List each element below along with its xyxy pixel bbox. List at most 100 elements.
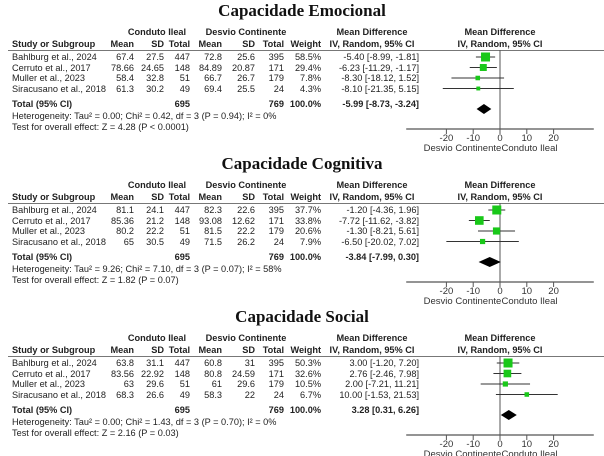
- x-tick-label: -20: [440, 286, 454, 297]
- mean-header: Mean: [198, 39, 223, 49]
- study-marker: [481, 52, 491, 62]
- x-tick-label: -10: [466, 133, 480, 144]
- total-weight: 100.0%: [289, 99, 321, 109]
- x-tick-label: 0: [497, 286, 502, 297]
- table-row: Cerruto et al., 2017 85.36 21.2 148 93.08 12.…: [0, 216, 420, 227]
- group1-header: Conduto Ileal: [127, 333, 187, 343]
- cell-m2: 61: [211, 379, 222, 389]
- x-tick-label: 10: [522, 439, 533, 450]
- cell-study: Bahlburg et al., 2024: [12, 205, 97, 215]
- cell-sd2: 29.6: [237, 379, 255, 389]
- table-row: Muller et al., 2023 58.4 32.8 51 66.7 26.7 179…: [0, 73, 420, 84]
- x-tick-label: 10: [522, 133, 533, 144]
- total-header: Total: [168, 192, 190, 202]
- cell-sd2: 12.62: [232, 215, 255, 226]
- header-rule: [8, 356, 604, 357]
- heterogeneity-text: Heterogeneity: Tau² = 0.00; Chi² = 0.42,…: [12, 111, 277, 121]
- table-row: Bahlburg et al., 2024 63.8 31.1 447 60.8 31 39…: [0, 358, 420, 369]
- md-header-method: IV, Random, 95% CI: [329, 39, 415, 49]
- table-row: Bahlburg et al., 2024 81.1 24.1 447 82.3 22.6…: [0, 205, 420, 216]
- cell-m2: 72.8: [204, 52, 222, 62]
- sd-header: SD: [242, 192, 255, 202]
- cell-sd1: 24.65: [141, 62, 164, 73]
- cell-weight: 10.5%: [294, 379, 321, 389]
- cell-sd2: 22: [244, 389, 255, 400]
- cell-sd2: 24.59: [232, 368, 255, 379]
- x-tick-label: 20: [548, 133, 559, 144]
- cell-n2: 395: [268, 358, 284, 368]
- plot-header-method: IV, Random, 95% CI: [457, 345, 543, 355]
- cell-sd1: 22.92: [141, 368, 164, 379]
- weight-header: Weight: [290, 192, 321, 202]
- total-ci: -3.84 [-7.99, 0.30]: [345, 252, 419, 262]
- cell-m1: 68.3: [116, 389, 134, 400]
- cell-n1: 49: [179, 389, 190, 400]
- study-marker: [474, 216, 484, 225]
- cell-n1: 148: [174, 368, 190, 379]
- cell-study: Cerruto et al., 2017: [12, 368, 91, 379]
- plot-header-title: Mean Difference: [464, 180, 536, 190]
- forest-section: Capacidade Emocional Conduto Ileal Desvio …: [0, 0, 604, 154]
- favours-left-label: Desvio Continente: [424, 449, 502, 456]
- x-tick-label: -20: [440, 439, 454, 450]
- cell-n2: 24: [273, 389, 284, 400]
- plot-header-title: Mean Difference: [464, 27, 536, 37]
- group2-header: Desvio Continente: [205, 333, 287, 343]
- x-tick-label: 20: [548, 439, 559, 450]
- cell-weight: 37.7%: [294, 205, 321, 215]
- forest-plot: -20 -10 0 10 20 Desvio Continente Conduto Ilea…: [406, 50, 594, 154]
- mean-header: Mean: [110, 192, 135, 202]
- total-header: Total: [262, 345, 284, 355]
- study-header: Study or Subgroup: [12, 39, 96, 49]
- favours-right-label: Conduto Ileal: [501, 449, 557, 456]
- cell-m1: 83.56: [111, 368, 134, 379]
- cell-m2: 82.3: [204, 205, 222, 215]
- md-header-method: IV, Random, 95% CI: [329, 345, 415, 355]
- cell-study: Siracusano et al., 2018: [12, 389, 106, 400]
- cell-n1: 49: [179, 236, 190, 247]
- pooled-diamond: [478, 257, 501, 267]
- cell-n2: 171: [268, 368, 284, 379]
- cell-ci: -1.20 [-4.36, 1.96]: [346, 205, 419, 215]
- cell-sd1: 30.2: [146, 83, 164, 94]
- cell-study: Bahlburg et al., 2024: [12, 358, 97, 368]
- cell-sd1: 30.5: [146, 236, 164, 247]
- header-rule: [8, 50, 604, 51]
- favours-right-label: Conduto Ileal: [501, 296, 557, 307]
- total-header: Total: [168, 345, 190, 355]
- total-n1: 695: [174, 405, 190, 415]
- overall-effect-text: Test for overall effect: Z = 4.28 (P < 0…: [12, 122, 189, 132]
- cell-n1: 51: [179, 73, 190, 83]
- total-weight: 100.0%: [289, 405, 321, 415]
- table-row: Siracusano et al., 2018 65 30.5 49 71.5 26.2 2…: [0, 237, 420, 248]
- section-title: Capacidade Social: [235, 307, 369, 326]
- cell-m2: 69.4: [204, 83, 222, 94]
- sd-header: SD: [242, 39, 255, 49]
- md-header-title: Mean Difference: [336, 333, 408, 343]
- heterogeneity-text: Heterogeneity: Tau² = 9.26; Chi² = 7.10,…: [12, 264, 282, 274]
- md-header-title: Mean Difference: [336, 27, 408, 37]
- study-marker: [503, 369, 512, 378]
- cell-n2: 395: [268, 52, 284, 62]
- cell-m2: 66.7: [204, 73, 222, 83]
- study-marker: [503, 358, 513, 368]
- cell-weight: 33.8%: [294, 215, 321, 226]
- group2-header: Desvio Continente: [205, 180, 287, 190]
- cell-study: Cerruto et al., 2017: [12, 62, 91, 73]
- table-row: Siracusano et al., 2018 68.3 26.6 49 58.3 22 2…: [0, 390, 420, 401]
- cell-weight: 7.8%: [300, 73, 321, 83]
- mean-header: Mean: [110, 39, 135, 49]
- table-row: Cerruto et al., 2017 78.66 24.65 148 84.89 20…: [0, 63, 420, 74]
- cell-m2: 80.8: [204, 368, 222, 379]
- x-tick-label: 20: [548, 286, 559, 297]
- cell-sd2: 25.5: [237, 83, 255, 94]
- total-label: Total (95% CI): [12, 252, 73, 262]
- total-ci: 3.28 [0.31, 6.26]: [351, 405, 419, 415]
- cell-weight: 4.3%: [300, 83, 321, 94]
- cell-n1: 51: [179, 226, 190, 236]
- cell-weight: 7.9%: [300, 236, 321, 247]
- cell-m1: 65: [123, 236, 134, 247]
- pooled-diamond: [500, 410, 517, 420]
- cell-n1: 49: [179, 83, 190, 94]
- total-header: Total: [168, 39, 190, 49]
